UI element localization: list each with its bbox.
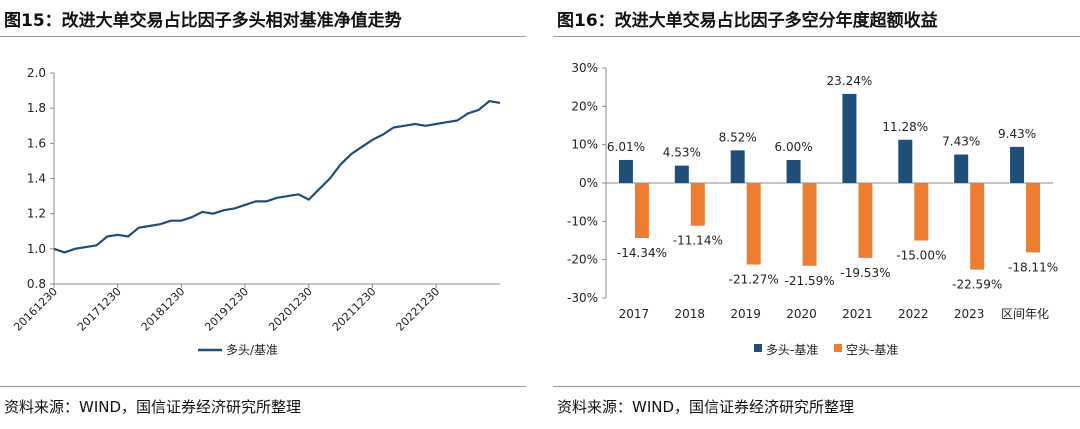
bar-long-2017 bbox=[618, 159, 633, 183]
left-figure-title: 图15：改进大单交易占比因子多头相对基准净值走势 bbox=[4, 11, 402, 31]
data-label-long: 7.43% bbox=[942, 135, 980, 149]
y-tick-label: 1.0 bbox=[27, 242, 46, 256]
data-label-long: 4.53% bbox=[663, 146, 701, 160]
data-label-short: -11.14% bbox=[673, 234, 723, 248]
y-tick-label: -20% bbox=[567, 253, 598, 267]
bar-long-2019 bbox=[730, 150, 745, 183]
bar-long-2021 bbox=[842, 93, 857, 183]
series-line-long-vs-benchmark bbox=[53, 99, 501, 254]
legend-swatch-short bbox=[834, 344, 842, 352]
legend-label-long: 多头-基准 bbox=[766, 343, 818, 357]
annual-excess-bar-chart: 30% 20% 10% 0% -10% -20% -30% 6.01% -14.34% 2017 4… bbox=[567, 61, 1058, 357]
data-label-long: 23.24% bbox=[827, 74, 873, 88]
right-top-rule bbox=[553, 36, 1080, 37]
bar-short-2022 bbox=[914, 183, 929, 241]
y-tick-label: 10% bbox=[571, 138, 598, 152]
y-tick-label: 2.0 bbox=[27, 66, 46, 80]
data-label-long: 8.52% bbox=[719, 130, 757, 144]
x-tick-label: 20171230 bbox=[75, 285, 124, 334]
right-figure-panel: 图16：改进大单交易占比因子多空分年度超额收益 30% 20% 10% 0% -10% -… bbox=[553, 0, 1080, 429]
data-label-long: 9.43% bbox=[998, 127, 1036, 141]
left-bottom-rule bbox=[0, 386, 526, 387]
bar-long-2022 bbox=[898, 139, 913, 183]
bar-long-2020 bbox=[786, 160, 801, 183]
data-label-short: -18.11% bbox=[1008, 260, 1058, 274]
bar-short-2018 bbox=[690, 183, 705, 226]
y-tick-label: 1.4 bbox=[27, 172, 46, 186]
x-tick-label: 2021 bbox=[842, 307, 873, 321]
data-label-short: -21.59% bbox=[785, 274, 835, 288]
x-tick-label: 2017 bbox=[619, 307, 650, 321]
x-tick-label: 20181230 bbox=[139, 285, 188, 334]
data-label-short: -19.53% bbox=[840, 266, 890, 280]
x-tick-label: 20201230 bbox=[266, 285, 315, 334]
y-tick-label: 0.8 bbox=[27, 277, 46, 291]
data-label-long: 6.00% bbox=[775, 140, 813, 154]
bar-short-2023 bbox=[970, 183, 985, 270]
x-tick-label: 2019 bbox=[730, 307, 761, 321]
y-tick-label: 1.8 bbox=[27, 101, 46, 115]
x-tick-label: 20191230 bbox=[202, 285, 251, 334]
x-tick-label: 2022 bbox=[898, 307, 929, 321]
bar-long-2023 bbox=[954, 154, 969, 183]
bar-short-2021 bbox=[858, 183, 873, 258]
x-tick-label: 2018 bbox=[675, 307, 706, 321]
left-top-rule bbox=[0, 36, 526, 37]
y-tick-label: 1.2 bbox=[27, 207, 46, 221]
x-tick-label: 2023 bbox=[954, 307, 985, 321]
y-tick-label: 20% bbox=[571, 99, 598, 113]
y-tick-label: 0% bbox=[579, 176, 598, 190]
left-figure-panel: 图15：改进大单交易占比因子多头相对基准净值走势 2.0 1.8 1.6 1.4 1.2… bbox=[0, 0, 526, 429]
y-tick-label: 30% bbox=[571, 61, 598, 75]
data-label-long: 6.01% bbox=[607, 140, 645, 154]
y-tick-label: 1.6 bbox=[27, 136, 46, 150]
right-bottom-rule bbox=[553, 386, 1080, 387]
right-figure-title: 图16：改进大单交易占比因子多空分年度超额收益 bbox=[557, 11, 938, 31]
data-label-short: -14.34% bbox=[617, 246, 667, 260]
bar-short-2019 bbox=[746, 183, 761, 265]
data-label-long: 11.28% bbox=[882, 120, 928, 134]
y-tick-label: -10% bbox=[567, 214, 598, 228]
legend-label-short: 空头-基准 bbox=[846, 343, 898, 357]
legend-label-long: 多头/基准 bbox=[226, 343, 278, 357]
x-tick-label: 2020 bbox=[786, 307, 817, 321]
bar-long-2018 bbox=[674, 165, 689, 183]
bar-short-2020 bbox=[802, 183, 817, 266]
bar-short-区间年化 bbox=[1026, 183, 1041, 253]
bar-long-区间年化 bbox=[1010, 146, 1025, 183]
right-source-note: 资料来源：WIND，国信证券经济研究所整理 bbox=[557, 398, 855, 416]
legend-swatch-long bbox=[754, 344, 762, 352]
bar-short-2017 bbox=[634, 183, 649, 238]
data-label-short: -15.00% bbox=[896, 249, 946, 263]
x-tick-label: 20221230 bbox=[393, 285, 442, 334]
left-source-note: 资料来源：WIND，国信证券经济研究所整理 bbox=[4, 398, 302, 416]
x-tick-label: 区间年化 bbox=[1001, 307, 1049, 321]
data-label-short: -21.27% bbox=[729, 273, 779, 287]
x-tick-label: 20161230 bbox=[11, 285, 60, 334]
data-label-short: -22.59% bbox=[952, 278, 1002, 292]
x-tick-label: 20211230 bbox=[330, 285, 379, 334]
y-tick-label: -30% bbox=[567, 291, 598, 305]
